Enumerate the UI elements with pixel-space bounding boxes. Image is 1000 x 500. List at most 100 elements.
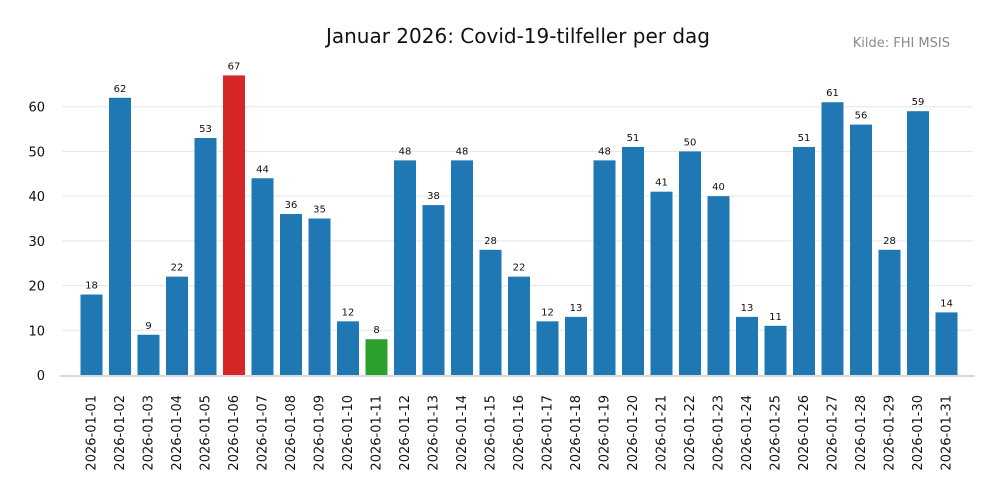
data-label: 18	[85, 281, 98, 292]
data-label: 38	[427, 191, 440, 202]
bar	[365, 339, 388, 375]
x-tick-label: 2026-01-29	[883, 395, 898, 471]
bar	[793, 146, 815, 375]
bar	[337, 321, 359, 375]
data-label: 12	[342, 307, 355, 318]
x-tick-label: 2026-01-16	[512, 395, 527, 471]
data-label: 13	[741, 303, 754, 314]
bar	[109, 97, 131, 376]
x-tick-label: 2026-01-20	[626, 395, 641, 471]
data-label: 67	[228, 61, 241, 72]
bar	[394, 160, 416, 375]
bar	[907, 111, 929, 375]
x-tick-label: 2026-01-01	[85, 395, 100, 471]
data-label: 36	[285, 200, 298, 211]
bar	[223, 75, 245, 376]
chart-title: Januar 2026: Covid-19-tilfeller per dag	[324, 24, 710, 48]
x-tick-label: 2026-01-15	[484, 395, 499, 471]
x-tick-label: 2026-01-24	[740, 395, 755, 471]
x-tick-label: 2026-01-18	[569, 395, 584, 471]
data-label: 61	[826, 88, 839, 99]
x-tick-label: 2026-01-05	[199, 395, 214, 471]
y-tick-label: 50	[28, 145, 45, 160]
data-label: 9	[145, 321, 151, 332]
data-label: 11	[769, 312, 782, 323]
x-tick-label: 2026-01-08	[284, 395, 299, 471]
x-tick-label: 2026-01-19	[598, 395, 613, 471]
data-label: 56	[855, 111, 868, 122]
bar	[251, 178, 274, 375]
bar	[194, 138, 217, 375]
bar	[508, 276, 530, 375]
bar	[565, 316, 587, 375]
data-label: 14	[940, 298, 953, 309]
bar	[935, 312, 958, 375]
x-tick-label: 2026-01-09	[313, 395, 328, 471]
y-tick-label: 0	[37, 369, 45, 384]
bar	[80, 294, 103, 375]
bar	[850, 124, 872, 375]
bar	[650, 191, 673, 375]
bar	[707, 196, 730, 375]
data-labels: 18 62 9 22 53 67 44 36 35 12 8 48 38 48 28 22 12 13 48 51 41…	[85, 61, 953, 336]
x-tick-label: 2026-01-22	[683, 395, 698, 471]
data-label: 12	[541, 307, 554, 318]
bar	[308, 218, 331, 375]
y-axis-ticks: 0 10 20 30 40 50 60	[28, 101, 45, 384]
x-tick-label: 2026-01-27	[826, 395, 841, 471]
data-label: 41	[655, 178, 668, 189]
x-tick-label: 2026-01-10	[341, 395, 356, 471]
x-tick-label: 2026-01-25	[769, 395, 784, 471]
bar	[479, 249, 502, 375]
bar	[451, 160, 473, 375]
x-tick-label: 2026-01-23	[712, 395, 727, 471]
data-label: 53	[199, 124, 212, 135]
bars	[80, 75, 958, 376]
x-tick-label: 2026-01-03	[142, 395, 157, 471]
y-tick-label: 30	[28, 235, 45, 250]
bar	[736, 316, 758, 375]
bar	[593, 160, 616, 375]
source-note: Kilde: FHI MSIS	[853, 36, 950, 51]
data-label: 59	[912, 97, 925, 108]
bar	[622, 146, 644, 375]
x-tick-label: 2026-01-13	[427, 395, 442, 471]
bar	[280, 214, 302, 375]
data-label: 22	[513, 263, 526, 274]
x-tick-label: 2026-01-14	[455, 395, 470, 471]
data-label: 22	[171, 263, 184, 274]
data-label: 48	[598, 146, 611, 157]
data-label: 8	[373, 325, 379, 336]
data-label: 51	[627, 133, 640, 144]
bar	[878, 249, 901, 375]
y-tick-label: 10	[28, 324, 45, 339]
data-label: 28	[883, 236, 896, 247]
data-label: 62	[114, 84, 127, 95]
data-label: 13	[570, 303, 583, 314]
y-tick-label: 60	[28, 101, 45, 116]
bar	[166, 276, 188, 375]
data-label: 40	[712, 182, 725, 193]
x-tick-label: 2026-01-21	[655, 395, 670, 471]
data-label: 50	[684, 137, 697, 148]
x-tick-label: 2026-01-31	[940, 395, 955, 471]
bar	[422, 205, 445, 375]
data-label: 48	[456, 146, 469, 157]
x-tick-label: 2026-01-17	[541, 395, 556, 471]
y-tick-label: 20	[28, 280, 45, 295]
bar	[821, 102, 844, 375]
x-tick-label: 2026-01-30	[911, 395, 926, 471]
x-tick-label: 2026-01-26	[797, 395, 812, 471]
x-tick-label: 2026-01-04	[170, 395, 185, 471]
y-tick-label: 40	[28, 190, 45, 205]
bar	[536, 321, 559, 375]
x-tick-label: 2026-01-28	[854, 395, 869, 471]
x-tick-label: 2026-01-02	[113, 395, 128, 471]
data-label: 28	[484, 236, 497, 247]
data-label: 44	[256, 164, 269, 175]
bar	[764, 325, 787, 375]
data-label: 48	[399, 146, 412, 157]
data-label: 35	[313, 205, 326, 216]
